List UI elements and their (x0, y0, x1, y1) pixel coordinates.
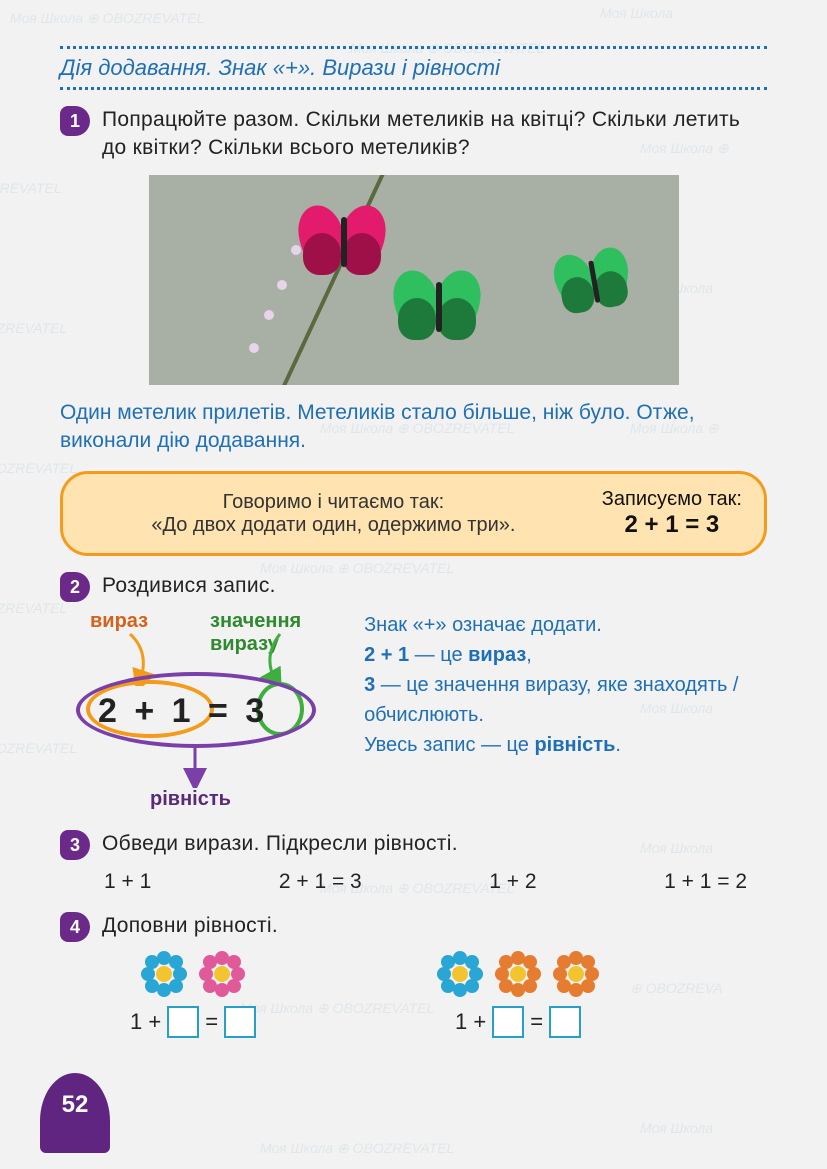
flower-icon (140, 950, 188, 998)
blank-box[interactable] (224, 1006, 256, 1038)
task-4: 4 Доповни рівності. (60, 912, 767, 942)
task-badge-4: 4 (60, 912, 90, 942)
label-equality: рівність (150, 788, 231, 811)
speak-right-line1: Записуємо так: (602, 488, 742, 511)
chapter-title: Дія додавання. Знак «+». Вирази і рівнос… (60, 55, 767, 81)
blank-box[interactable] (549, 1006, 581, 1038)
speak-left-line1: Говоримо і читаємо так: (85, 491, 582, 514)
task-3-text: Обведи вирази. Підкресли рівності. (102, 830, 458, 858)
ex-item: 1 + 1 (104, 870, 151, 894)
def-line2: 2 + 1 — це вираз, (364, 640, 767, 670)
def-line4: Увесь запис — це рівність. (364, 730, 767, 760)
task-4-text: Доповни рівності. (102, 912, 278, 940)
task-3: 3 Обведи вирази. Підкресли рівності. (60, 830, 767, 860)
label-expr: вираз (90, 610, 148, 633)
butterfly-photo (149, 175, 679, 385)
def-line3: 3 — це значення виразу, яке знаходять / … (364, 670, 767, 730)
speak-box: Говоримо і читаємо так: «До двох додати … (60, 471, 767, 556)
dotted-divider (60, 87, 767, 90)
speak-left-line2: «До двох додати один, одержимо три». (85, 514, 582, 537)
equation-blanks: 1 + = (130, 1006, 256, 1038)
dotted-divider (60, 46, 767, 49)
task-badge-1: 1 (60, 106, 90, 136)
speak-right: Записуємо так: 2 + 1 = 3 (602, 488, 742, 539)
flower-icon (552, 950, 600, 998)
page-number: 52 (40, 1073, 110, 1153)
blank-box[interactable] (167, 1006, 199, 1038)
task-1: 1 Попрацюйте разом. Скільки метеликів на… (60, 106, 767, 163)
flower-icon (436, 950, 484, 998)
blank-box[interactable] (492, 1006, 524, 1038)
task-2-text: Роздивися запис. (102, 572, 276, 600)
def-line1: Знак «+» означає додати. (364, 610, 767, 640)
expression-diagram: вираз значення виразу 2 + 1 = 3 рівність (80, 610, 354, 820)
task-3-items: 1 + 1 2 + 1 = 3 1 + 2 1 + 1 = 2 (104, 870, 747, 894)
task-2: 2 Роздивися запис. (60, 572, 767, 602)
ex-item: 1 + 1 = 2 (664, 870, 747, 894)
speak-left: Говоримо і читаємо так: «До двох додати … (85, 491, 582, 537)
flower-icon (494, 950, 542, 998)
task-badge-3: 3 (60, 830, 90, 860)
task-1-text: Попрацюйте разом. Скільки метеликів на к… (102, 106, 767, 163)
task-badge-2: 2 (60, 572, 90, 602)
task-4-content: 1 + = 1 (130, 950, 767, 1038)
definitions: Знак «+» означає додати. 2 + 1 — це вира… (364, 610, 767, 760)
expression-text: 2 + 1 = 3 (98, 692, 268, 731)
speak-equation: 2 + 1 = 3 (602, 511, 742, 539)
ex-item: 1 + 2 (489, 870, 536, 894)
task-4-group-1: 1 + = (130, 950, 256, 1038)
task-4-group-2: 1 + = (436, 950, 600, 1038)
ex-item: 2 + 1 = 3 (279, 870, 362, 894)
flower-icon (198, 950, 246, 998)
below-photo-text: Один метелик прилетів. Метеликів стало б… (60, 399, 767, 456)
equation-blanks: 1 + = (455, 1006, 581, 1038)
